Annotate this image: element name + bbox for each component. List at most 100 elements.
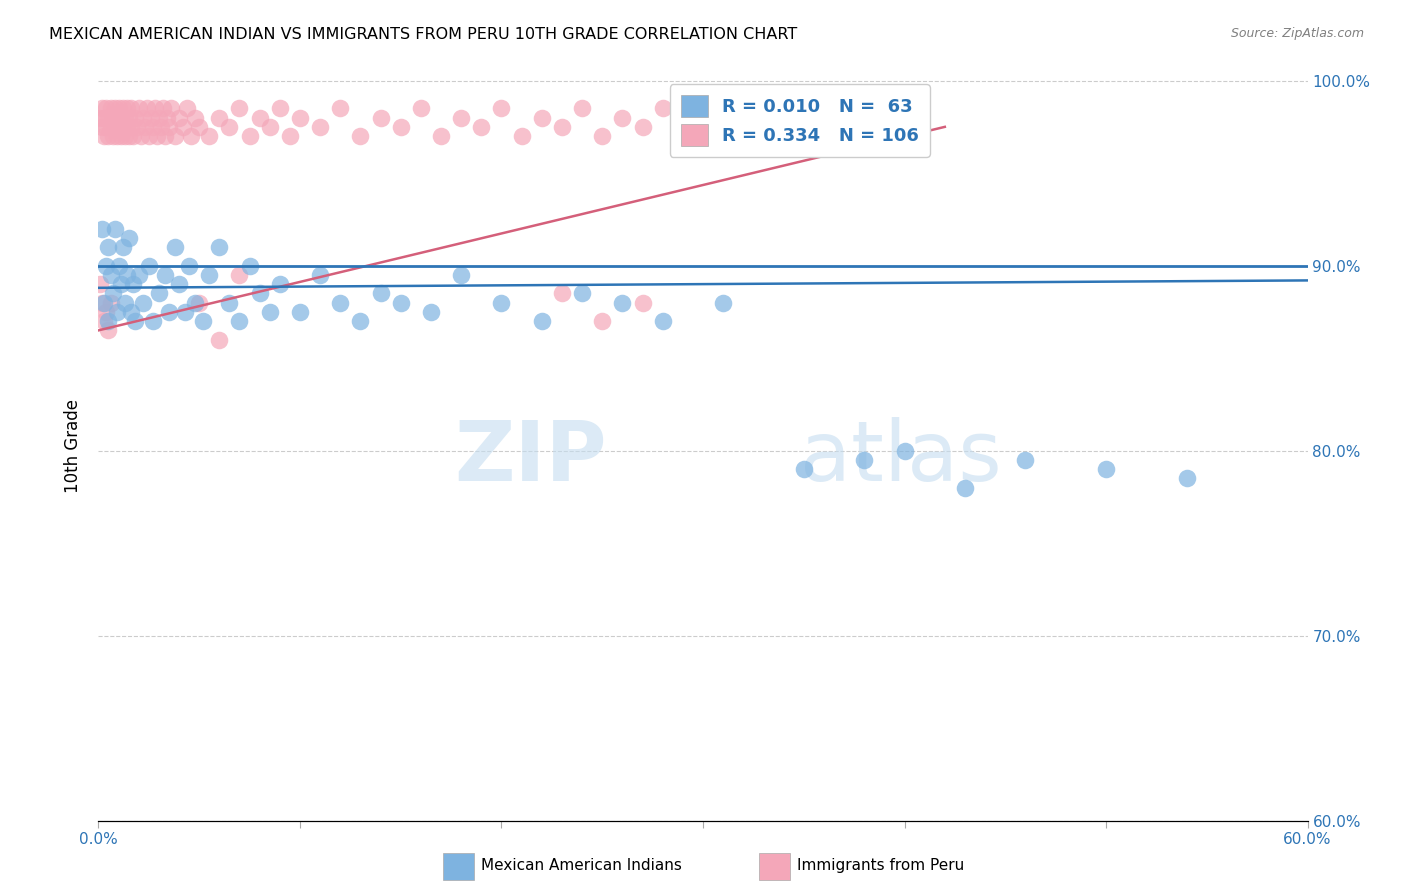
Point	[157, 120, 180, 134]
Point	[101, 129, 124, 144]
Point	[1175, 471, 1198, 485]
Point	[184, 295, 207, 310]
Point	[208, 240, 231, 254]
Point	[89, 277, 111, 292]
Point	[132, 111, 155, 125]
Point	[180, 129, 202, 144]
Point	[692, 111, 714, 125]
Point	[278, 129, 301, 144]
Point	[249, 111, 271, 125]
Point	[148, 286, 170, 301]
Point	[114, 111, 136, 125]
Point	[218, 120, 240, 134]
Point	[101, 111, 124, 125]
Point	[148, 111, 170, 125]
Point	[228, 314, 250, 328]
Point	[110, 111, 132, 125]
Point	[124, 111, 146, 125]
Point	[259, 305, 281, 319]
Text: Source: ZipAtlas.com: Source: ZipAtlas.com	[1230, 27, 1364, 40]
Point	[91, 221, 114, 235]
Point	[128, 268, 150, 282]
Point	[420, 305, 443, 319]
Point	[107, 101, 129, 115]
Point	[198, 129, 221, 144]
Point	[107, 120, 129, 134]
Point	[120, 120, 142, 134]
Point	[132, 295, 155, 310]
Point	[349, 314, 371, 328]
Point	[96, 120, 118, 134]
Text: Mexican American Indians: Mexican American Indians	[481, 858, 682, 872]
Point	[370, 111, 392, 125]
Point	[631, 120, 654, 134]
Point	[103, 101, 125, 115]
Point	[853, 453, 876, 467]
Point	[612, 295, 634, 310]
Point	[176, 101, 198, 115]
Point	[288, 305, 311, 319]
Y-axis label: 10th Grade: 10th Grade	[65, 399, 83, 493]
Point	[115, 120, 138, 134]
Point	[188, 120, 211, 134]
Point	[893, 101, 915, 115]
Point	[115, 101, 138, 115]
Point	[208, 111, 231, 125]
Point	[152, 101, 174, 115]
Point	[179, 259, 201, 273]
Text: Immigrants from Peru: Immigrants from Peru	[797, 858, 965, 872]
Point	[93, 295, 115, 310]
Point	[259, 120, 281, 134]
Point	[146, 129, 169, 144]
Point	[135, 101, 157, 115]
Point	[138, 129, 160, 144]
Point	[93, 129, 115, 144]
Point	[97, 240, 120, 254]
Point	[184, 111, 207, 125]
Point	[174, 305, 197, 319]
Point	[103, 221, 125, 235]
Point	[111, 101, 134, 115]
Point	[409, 101, 432, 115]
Point	[309, 120, 332, 134]
Point	[269, 101, 291, 115]
Point	[591, 129, 613, 144]
Point	[450, 111, 472, 125]
Point	[249, 286, 271, 301]
Point	[551, 286, 574, 301]
Point	[120, 305, 142, 319]
Point	[612, 111, 634, 125]
Point	[329, 295, 352, 310]
Point	[530, 111, 553, 125]
Point	[530, 314, 553, 328]
Point	[142, 120, 165, 134]
Point	[631, 295, 654, 310]
Point	[153, 129, 176, 144]
Point	[218, 295, 240, 310]
Point	[651, 101, 673, 115]
Point	[114, 129, 136, 144]
Point	[121, 129, 143, 144]
Point	[208, 333, 231, 347]
Point	[160, 101, 183, 115]
Point	[96, 101, 118, 115]
Point	[329, 101, 352, 115]
Point	[100, 101, 122, 115]
Point	[651, 314, 673, 328]
Text: atlas: atlas	[800, 417, 1001, 498]
Point	[149, 120, 172, 134]
Point	[103, 120, 125, 134]
Point	[101, 286, 124, 301]
Point	[143, 101, 166, 115]
Point	[571, 286, 593, 301]
Point	[100, 295, 122, 310]
Point	[389, 295, 412, 310]
Point	[111, 240, 134, 254]
Point	[711, 120, 734, 134]
Point	[188, 295, 211, 310]
Point	[128, 101, 150, 115]
Point	[167, 277, 190, 292]
Legend: R = 0.010   N =  63, R = 0.334   N = 106: R = 0.010 N = 63, R = 0.334 N = 106	[669, 84, 929, 157]
Point	[239, 259, 262, 273]
Point	[193, 314, 215, 328]
